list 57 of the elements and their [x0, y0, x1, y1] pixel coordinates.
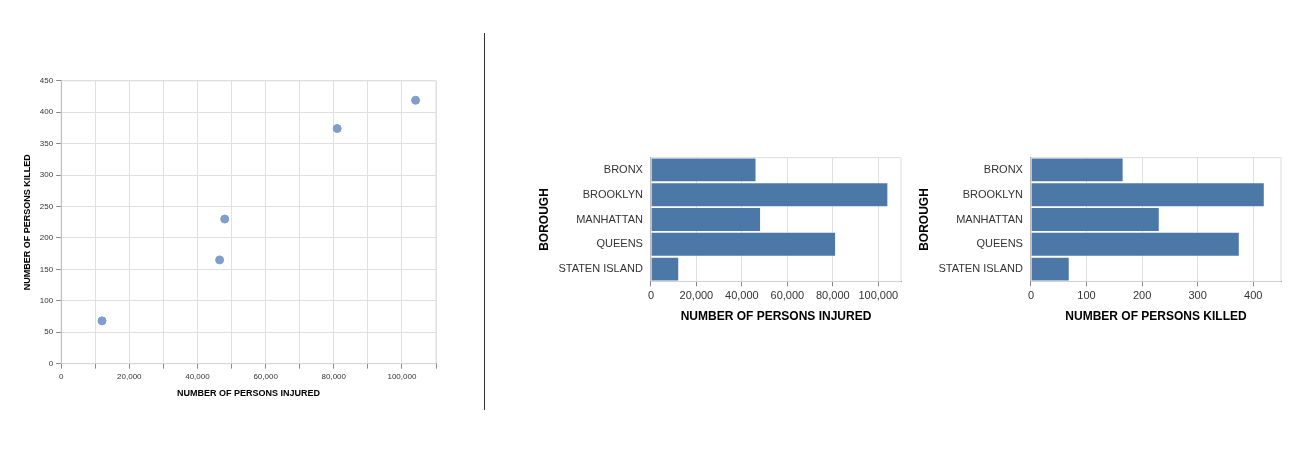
y-tick-label: 150	[39, 264, 54, 274]
y-tick-label: BRONX	[603, 163, 644, 176]
y-tick-label: 0	[48, 358, 54, 368]
bar	[1031, 257, 1069, 281]
point	[97, 316, 107, 326]
y-tick-label: STATEN ISLAND	[938, 262, 1023, 275]
point	[215, 255, 225, 265]
y-tick-label: BROOKLYN	[962, 187, 1024, 200]
bar	[651, 257, 679, 281]
y-tick-label: QUEENS	[596, 237, 643, 250]
point	[332, 124, 342, 134]
y-tick-label: 300	[39, 170, 54, 180]
x-tick-label: 80,000	[321, 371, 347, 381]
y-tick-label: MANHATTAN	[956, 212, 1024, 225]
x-tick-label: 20,000	[117, 371, 143, 381]
y-tick-label: 350	[39, 138, 54, 148]
bar	[1031, 183, 1264, 207]
x-tick-label: 60,000	[253, 371, 279, 381]
y-tick-label: 50	[44, 327, 54, 337]
bar	[651, 183, 888, 207]
point	[411, 95, 421, 105]
y-tick-label: QUEENS	[976, 237, 1023, 250]
y-tick-label: STATEN ISLAND	[558, 262, 643, 275]
x-tick-label: 40,000	[185, 371, 211, 381]
y-axis-title: NUMBER OF PERSONS KILLED	[21, 153, 32, 291]
y-axis-title: BOROUGH	[916, 188, 931, 251]
point	[220, 214, 230, 224]
y-tick-label: 250	[39, 201, 54, 211]
x-tick-label: 200	[1132, 289, 1152, 302]
y-tick-label: 400	[39, 107, 54, 117]
y-tick-label: MANHATTAN	[576, 212, 644, 225]
x-tick-label: 80,000	[815, 289, 850, 302]
x-tick-label: 300	[1188, 289, 1207, 302]
bar	[651, 158, 756, 182]
bar	[1031, 232, 1239, 256]
x-tick-label: 60,000	[770, 289, 805, 302]
bar	[651, 208, 761, 231]
y-tick-label: 200	[39, 233, 54, 243]
x-tick-label: 0	[647, 289, 655, 302]
x-tick-label: 40,000	[725, 289, 759, 302]
x-tick-label: 0	[1027, 289, 1035, 302]
x-axis-title: NUMBER OF PERSONS INJURED	[177, 388, 321, 399]
x-tick-label: 100	[1077, 289, 1096, 302]
bar	[651, 232, 836, 256]
y-tick-label: BRONX	[983, 163, 1024, 176]
bar	[1031, 158, 1123, 182]
x-axis-title: NUMBER OF PERSONS INJURED	[680, 309, 872, 324]
x-tick-label: 400	[1244, 289, 1263, 302]
y-axis-title: BOROUGH	[536, 188, 551, 251]
x-tick-label: 100,000	[858, 289, 899, 302]
x-tick-label: 20,000	[679, 289, 714, 302]
x-tick-label: 0	[58, 371, 64, 381]
bar	[1031, 208, 1159, 231]
x-axis-title: NUMBER OF PERSONS KILLED	[1065, 309, 1247, 324]
y-tick-label: BROOKLYN	[582, 187, 644, 200]
y-tick-label: 450	[39, 76, 54, 85]
x-tick-label: 100,000	[387, 371, 417, 381]
